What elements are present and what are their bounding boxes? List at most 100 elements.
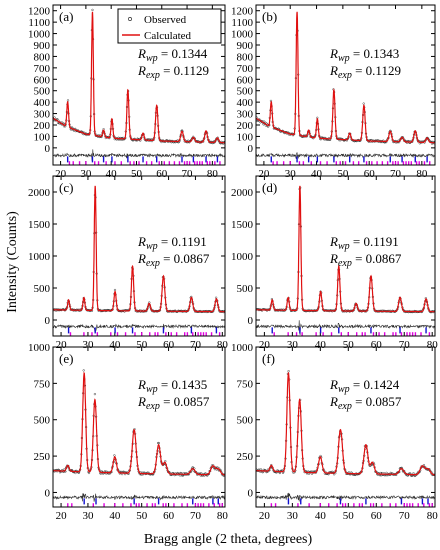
y-tick-label: 200 (34, 120, 51, 132)
legend-calculated-label: Calculated (144, 30, 192, 42)
rexp-annotation: Rexp = 0.0857 (137, 394, 210, 412)
y-tick-label: 1000 (28, 29, 51, 41)
x-tick-label: 30 (287, 339, 299, 351)
y-tick-label: 0 (248, 143, 254, 155)
plot-area (256, 370, 435, 507)
plot-frame (255, 346, 436, 508)
y-tick-label: 500 (237, 283, 254, 295)
y-tick-label: 1200 (28, 6, 51, 18)
x-tick-label: 40 (109, 510, 121, 522)
x-tick-label: 50 (343, 510, 355, 522)
rexp-subscript: exp (146, 401, 160, 412)
rwp-value: = 0.1424 (350, 377, 400, 392)
chart-panel: 20 30 40 50 60 70 80 0 250 500 750 1000 (f) Rwp = 0.1… (231, 342, 438, 522)
x-tick-label: 40 (315, 510, 327, 522)
x-tick-label: 70 (182, 168, 194, 180)
observed-point (82, 369, 85, 372)
observed-point (296, 3, 298, 5)
observed-point (113, 454, 116, 457)
x-tick-label: 70 (390, 168, 402, 180)
rexp-value: = 0.1129 (352, 63, 401, 78)
rexp-annotation: Rexp = 0.1129 (137, 63, 209, 81)
y-tick-label: 700 (34, 63, 51, 75)
y-tick-label: 800 (34, 51, 51, 63)
rwp-symbol: R (137, 377, 146, 392)
observed-point (93, 392, 97, 396)
difference-curve (53, 149, 225, 161)
plot-frame (255, 175, 436, 337)
y-tick-label: 900 (237, 40, 254, 52)
difference-curve (256, 492, 435, 502)
x-tick-label: 30 (287, 510, 299, 522)
x-tick-label: 80 (207, 168, 219, 180)
x-tick-label: 20 (259, 510, 271, 522)
rwp-value: = 0.1191 (158, 234, 207, 249)
panel-letter: (c) (59, 180, 73, 195)
rexp-value: = 0.0857 (160, 394, 210, 409)
x-tick-label: 20 (258, 168, 270, 180)
plot-area (256, 185, 435, 336)
y-tick-label: 600 (237, 74, 254, 86)
y-tick-label: 300 (34, 109, 51, 121)
rwp-subscript: wp (338, 53, 350, 64)
y-tick-label: 100 (237, 131, 254, 143)
y-tick-label: 200 (237, 120, 254, 132)
y-tick-label: 2000 (231, 187, 254, 199)
observed-point (362, 102, 365, 105)
rwp-symbol: R (329, 234, 338, 249)
rwp-symbol: R (137, 46, 146, 61)
x-axis-title: Bragg angle (2 theta, degrees) (144, 532, 313, 547)
y-axis-title: Intensity (Counts) (5, 211, 20, 313)
plot-frame (255, 4, 436, 166)
y-tick-label: 1000 (231, 342, 254, 354)
x-tick-label: 30 (285, 168, 297, 180)
y-tick-label: 900 (34, 40, 51, 52)
legend: Observed Calculated (117, 8, 222, 44)
difference-curve (53, 323, 225, 334)
calculated-curve (53, 11, 225, 144)
plot-area (256, 3, 435, 165)
difference-curve (53, 492, 225, 502)
plot-frame (52, 175, 226, 337)
y-tick-label: 0 (45, 315, 51, 327)
rwp-subscript: wp (338, 241, 350, 252)
rwp-annotation: Rwp = 0.1435 (137, 377, 207, 395)
rexp-symbol: R (329, 251, 338, 266)
plot-frame (52, 4, 226, 166)
x-tick-label: 80 (217, 339, 229, 351)
y-tick-label: 500 (34, 415, 51, 427)
y-tick-label: 1000 (231, 251, 254, 263)
rwp-annotation: Rwp = 0.1191 (329, 234, 399, 252)
y-tick-label: 1000 (28, 342, 51, 354)
x-tick-label: 50 (131, 168, 143, 180)
x-tick-label: 70 (399, 339, 411, 351)
observed-point (287, 370, 290, 373)
y-tick-label: 1200 (231, 6, 254, 18)
panel-letter: (e) (59, 351, 73, 366)
calculated-curve (256, 185, 435, 313)
calculated-curve (256, 371, 435, 476)
rexp-symbol: R (137, 63, 146, 78)
y-tick-label: 0 (248, 487, 254, 499)
y-tick-label: 1000 (231, 29, 254, 41)
rwp-subscript: wp (146, 384, 158, 395)
x-tick-label: 20 (55, 168, 67, 180)
rexp-annotation: Rexp = 0.0857 (329, 394, 402, 412)
legend-observed-marker (128, 17, 132, 21)
y-tick-label: 1500 (231, 219, 254, 231)
x-tick-label: 40 (106, 168, 118, 180)
x-tick-label: 60 (364, 168, 376, 180)
observed-point (74, 471, 77, 475)
x-tick-label: 30 (80, 168, 92, 180)
rexp-symbol: R (329, 63, 338, 78)
y-tick-label: 500 (34, 86, 51, 98)
x-tick-label: 70 (399, 510, 411, 522)
rexp-subscript: exp (338, 401, 352, 412)
x-tick-label: 30 (82, 339, 94, 351)
rexp-annotation: Rexp = 0.1129 (329, 63, 401, 81)
x-tick-label: 30 (82, 510, 94, 522)
rexp-subscript: exp (338, 258, 352, 269)
observed-point (113, 288, 117, 292)
rexp-value: = 0.1129 (160, 63, 209, 78)
